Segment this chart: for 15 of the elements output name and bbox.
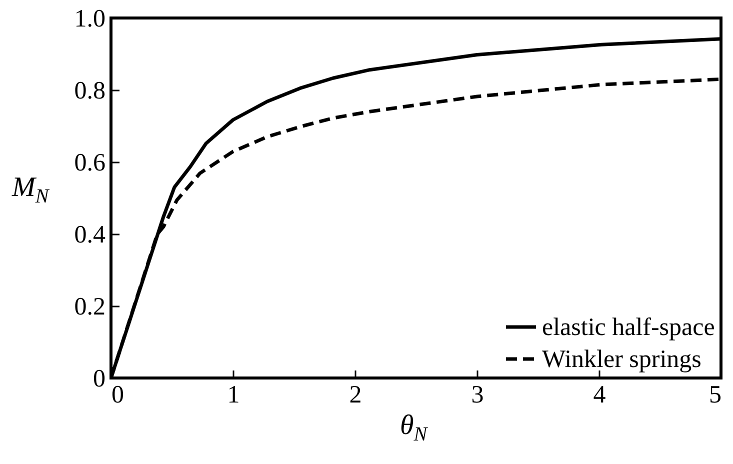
y-axis-title: M$_{N}$ (12, 172, 49, 209)
y-tick-label: 0.8 (74, 78, 106, 104)
legend-label: Winkler springs (542, 346, 702, 373)
x-axis-title: θ$_{N}$ (400, 410, 428, 447)
y-tick-label: 1.0 (74, 6, 106, 32)
y-tick-label: 0.4 (74, 222, 106, 248)
y-tick-label: 0.2 (74, 294, 106, 320)
x-tick-label: 1 (227, 382, 240, 408)
x-tick-label: 4 (593, 382, 606, 408)
x-tick-label: 5 (709, 382, 722, 408)
legend-label: elastic half-space (542, 314, 715, 341)
x-tick-label: 3 (471, 382, 484, 408)
x-tick-label: 2 (349, 382, 362, 408)
y-tick-label: 0.6 (74, 150, 106, 176)
x-tick-label: 0 (112, 382, 124, 408)
